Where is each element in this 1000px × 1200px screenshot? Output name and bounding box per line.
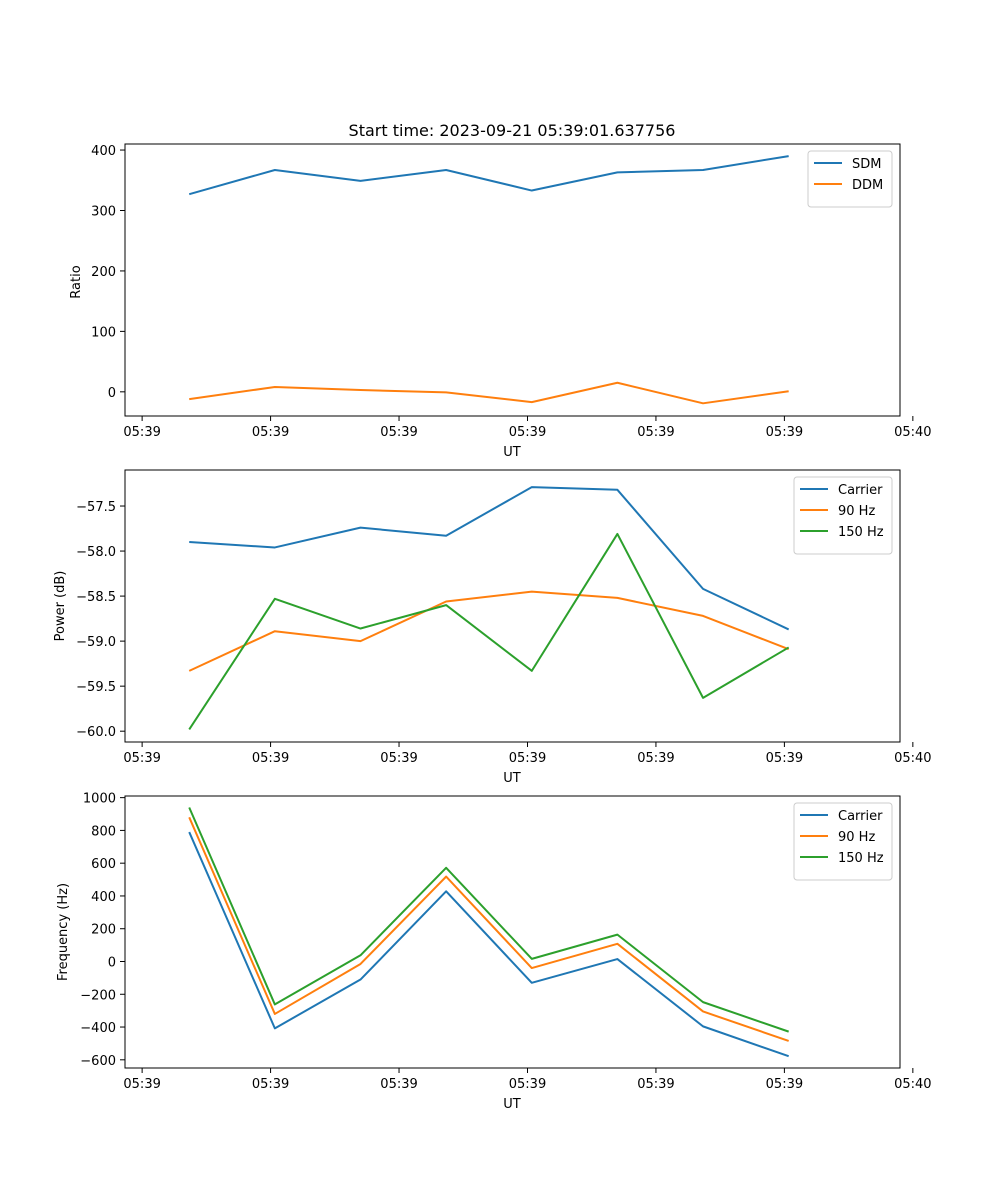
frequency-legend: Carrier 90 Hz 150 Hz <box>793 802 893 881</box>
y-tick-label: −58.0 <box>76 545 116 560</box>
legend-label: Carrier <box>838 483 883 498</box>
y-tick-label: −59.5 <box>76 680 116 695</box>
frequency-plot-area <box>188 807 789 1058</box>
series-line-90-hz <box>188 816 789 1042</box>
legend-frame <box>793 476 893 555</box>
y-tick-label: −60.0 <box>76 725 116 740</box>
x-tick-label: 05:39 <box>380 425 417 440</box>
ratio-y-ticks: 0 100 200 300 400 <box>91 144 125 401</box>
legend-label: DDM <box>852 178 883 193</box>
frequency-x-ticks: 05:39 05:39 05:39 05:39 05:39 05:39 05:40 <box>123 1068 932 1092</box>
y-tick-label: 600 <box>91 857 116 872</box>
power-plot-area <box>188 486 790 730</box>
x-tick-label: 05:39 <box>637 425 674 440</box>
legend-label: SDM <box>852 157 881 172</box>
frequency-y-axis-label: Frequency (Hz) <box>56 883 71 981</box>
legend-frame <box>807 150 893 208</box>
y-tick-label: 200 <box>91 265 116 280</box>
legend-entry-90hz: 90 Hz <box>800 830 875 845</box>
x-tick-label: 05:39 <box>637 1077 674 1092</box>
legend-entry-90hz: 90 Hz <box>800 504 875 519</box>
power-legend: Carrier 90 Hz 150 Hz <box>793 476 893 555</box>
y-tick-label: −200 <box>80 988 116 1003</box>
x-tick-label: 05:39 <box>766 751 803 766</box>
x-tick-label: 05:39 <box>252 751 289 766</box>
x-tick-label: 05:39 <box>123 1077 160 1092</box>
ratio-x-axis-label: UT <box>503 445 521 460</box>
x-tick-label: 05:39 <box>123 425 160 440</box>
frequency-x-axis-label: UT <box>503 1097 521 1112</box>
x-tick-label: 05:39 <box>509 1077 546 1092</box>
series-line-carrier <box>188 831 789 1058</box>
series-line-150-hz <box>188 532 790 730</box>
x-tick-label: 05:39 <box>509 751 546 766</box>
y-tick-label: 800 <box>91 824 116 839</box>
y-tick-label: −600 <box>80 1054 116 1069</box>
x-tick-label: 05:39 <box>252 1077 289 1092</box>
legend-entry-carrier: Carrier <box>800 809 883 824</box>
x-tick-label: 05:39 <box>380 751 417 766</box>
legend-entry-150hz: 150 Hz <box>800 851 884 866</box>
legend-entry-carrier: Carrier <box>800 483 883 498</box>
x-tick-label: 05:39 <box>380 1077 417 1092</box>
series-line-sdm <box>188 155 789 196</box>
chart-title: Start time: 2023-09-21 05:39:01.637756 <box>349 121 676 140</box>
y-tick-label: −57.5 <box>76 500 116 515</box>
power-y-axis-label: Power (dB) <box>53 571 68 642</box>
x-tick-label: 05:40 <box>894 425 931 440</box>
frequency-y-ticks: −600 −400 −200 0 200 400 600 800 1000 <box>80 792 125 1069</box>
series-line-150-hz <box>188 807 789 1033</box>
series-line-90-hz <box>188 590 790 672</box>
power-y-ticks: −60.0 −59.5 −59.0 −58.5 −58.0 −57.5 <box>76 500 125 740</box>
x-tick-label: 05:39 <box>766 425 803 440</box>
ratio-panel: Start time: 2023-09-21 05:39:01.637756 0… <box>69 121 932 460</box>
frequency-axes-frame <box>124 795 901 1069</box>
power-axes-frame <box>124 469 901 743</box>
x-tick-label: 05:39 <box>509 425 546 440</box>
ratio-legend: SDM DDM <box>807 150 893 208</box>
series-line-carrier <box>189 486 790 631</box>
y-tick-label: 100 <box>91 325 116 340</box>
y-tick-label: 300 <box>91 204 116 219</box>
series-line-ddm <box>189 381 789 405</box>
ratio-y-axis-label: Ratio <box>69 265 84 298</box>
legend-label: Carrier <box>838 809 883 824</box>
y-tick-label: 0 <box>108 386 116 401</box>
y-tick-label: 400 <box>91 890 116 905</box>
legend-frame <box>793 802 893 881</box>
y-tick-label: −59.0 <box>76 635 116 650</box>
y-tick-label: 400 <box>91 144 116 159</box>
legend-entry-sdm: SDM <box>814 157 881 172</box>
y-tick-label: 0 <box>108 955 116 970</box>
x-tick-label: 05:40 <box>894 1077 931 1092</box>
y-tick-label: 200 <box>91 923 116 938</box>
ratio-plot-area <box>188 155 789 405</box>
power-panel: 05:39 05:39 05:39 05:39 05:39 05:39 05:40 −60.… <box>53 469 932 786</box>
ratio-axes-frame <box>124 143 901 417</box>
ratio-x-ticks: 05:39 05:39 05:39 05:39 05:39 05:39 05:40 <box>123 416 932 440</box>
x-tick-label: 05:39 <box>766 1077 803 1092</box>
x-tick-label: 05:39 <box>123 751 160 766</box>
x-tick-label: 05:39 <box>252 425 289 440</box>
legend-label: 90 Hz <box>838 504 875 519</box>
x-tick-label: 05:40 <box>894 751 931 766</box>
y-tick-label: −58.5 <box>76 590 116 605</box>
legend-entry-ddm: DDM <box>814 178 883 193</box>
legend-label: 150 Hz <box>838 851 884 866</box>
x-tick-label: 05:39 <box>637 751 674 766</box>
legend-label: 90 Hz <box>838 830 875 845</box>
frequency-panel: 05:39 05:39 05:39 05:39 05:39 05:39 05:40 −600… <box>56 792 932 1112</box>
y-tick-label: −400 <box>80 1021 116 1036</box>
power-x-ticks: 05:39 05:39 05:39 05:39 05:39 05:39 05:40 <box>123 742 932 766</box>
legend-entry-150hz: 150 Hz <box>800 525 884 540</box>
power-x-axis-label: UT <box>503 771 521 786</box>
legend-label: 150 Hz <box>838 525 884 540</box>
y-tick-label: 1000 <box>83 792 116 807</box>
